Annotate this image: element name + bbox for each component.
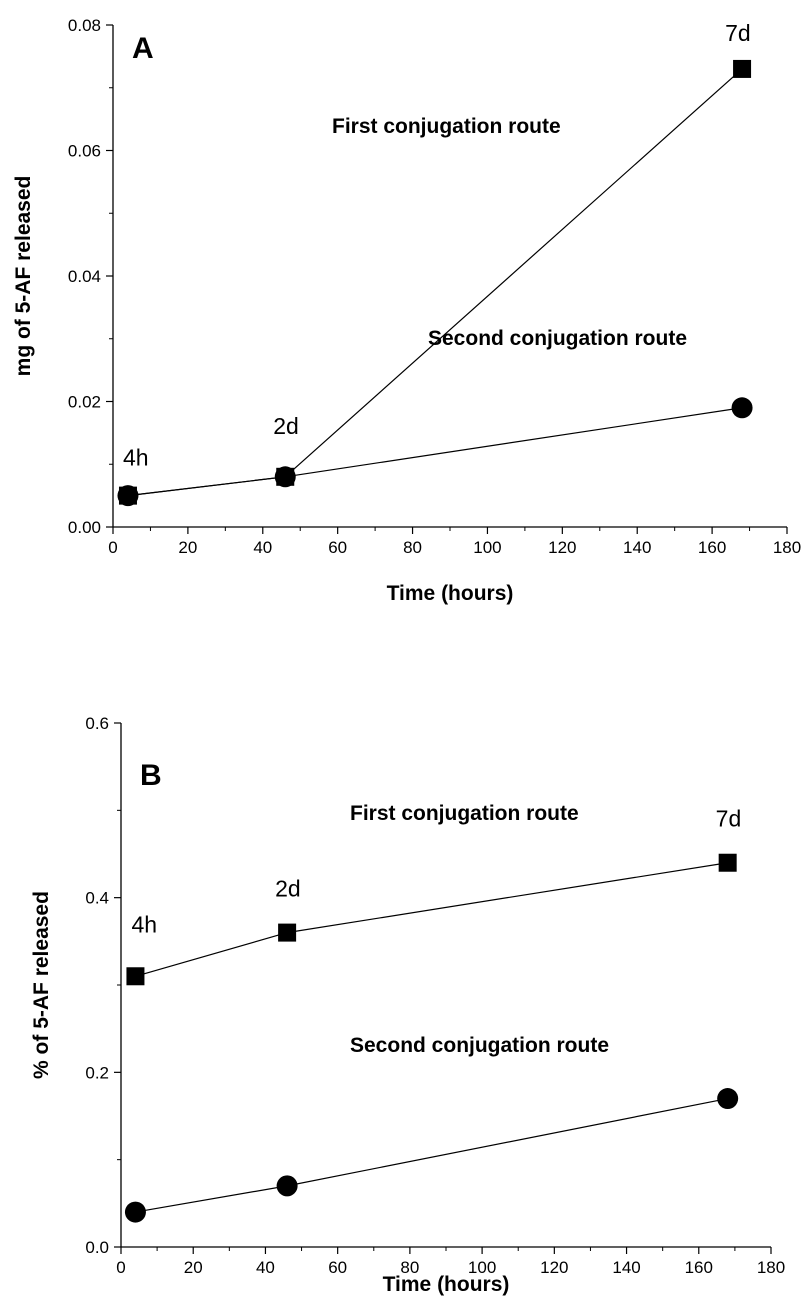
panel-a-x-tick-label: 40 (253, 538, 272, 557)
panel-a-x-tick-label: 120 (548, 538, 576, 557)
panel-b-point-label: 7d (716, 806, 742, 832)
panel-b-x-axis-title: Time (hours) (383, 1273, 510, 1296)
panel-b-x-tick-label: 20 (184, 1258, 203, 1277)
panel-b-x-tick-label: 0 (116, 1258, 125, 1277)
panel-a-x-axis-title: Time (hours) (387, 582, 514, 605)
panel-a-series-1-point (733, 59, 752, 78)
panel-b-series-2-line (135, 1097, 728, 1213)
panel-a-y-tick-label: 0.00 (68, 518, 101, 537)
panel-a-point-label: 7d (725, 20, 751, 46)
panel-b-series-2-label: Second conjugation route (350, 1034, 609, 1057)
panel-b-series-2-point (124, 1201, 146, 1223)
panel-b-x-tick-label: 180 (757, 1258, 785, 1277)
panel-b-series-2-point (276, 1175, 298, 1197)
panel-a-series-1-label: First conjugation route (332, 115, 561, 138)
panel-a-x-tick-label: 80 (403, 538, 422, 557)
panel-a-y-tick-label: 0.06 (68, 142, 101, 161)
panel-a-x-tick-label: 100 (473, 538, 501, 557)
panel-b-point-label: 4h (131, 911, 157, 937)
panel-a-y-tick-label: 0.02 (68, 393, 101, 412)
panel-a-series-2-point (731, 397, 753, 419)
panel-a-y-tick-label: 0.08 (68, 16, 101, 35)
panel-b-x-tick-label: 40 (256, 1258, 275, 1277)
panel-b-y-tick-label: 0.4 (85, 889, 109, 908)
panel-b-x-tick-label: 60 (328, 1258, 347, 1277)
panel-b-x-tick-label: 160 (685, 1258, 713, 1277)
panel-b-series-1-point (718, 853, 737, 872)
panel-a-x-tick-label: 20 (178, 538, 197, 557)
panel-a-panel-letter: A (132, 32, 154, 65)
panel-b-y-axis-title: % of 5-AF released (30, 891, 53, 1079)
panel-b-y-tick-label: 0.6 (85, 714, 109, 733)
panel-a-series-2-point (117, 485, 139, 507)
panel-b-panel-letter: B (140, 759, 162, 792)
panel-a-x-tick-label: 0 (108, 538, 117, 557)
panel-a-point-label: 4h (123, 445, 149, 471)
panel-b-x-tick-label: 80 (400, 1258, 419, 1277)
panel-a-y-axis-title: mg of 5-AF released (12, 176, 35, 377)
panel-a-x-tick-label: 140 (623, 538, 651, 557)
panel-b-series-1-line (135, 862, 728, 977)
panel-a-x-tick-label: 60 (328, 538, 347, 557)
panel-b-series-1-label: First conjugation route (350, 802, 579, 825)
panel-b-x-tick-label: 140 (612, 1258, 640, 1277)
panel-a-series-2-label: Second conjugation route (428, 327, 687, 350)
panel-b-series-1-point (278, 923, 297, 942)
panel-b-series-1-point (126, 967, 145, 986)
panel-b-y-tick-label: 0.0 (85, 1238, 109, 1257)
panel-b-y-tick-label: 0.2 (85, 1063, 109, 1082)
panel-b-x-tick-label: 120 (540, 1258, 568, 1277)
panel-a-series-2-line (127, 407, 743, 497)
panel-a-y-tick-label: 0.04 (68, 267, 101, 286)
panel-a-series-2-point (274, 466, 296, 488)
panel-b-x-tick-label: 100 (468, 1258, 496, 1277)
panel-a-point-label: 2d (273, 413, 299, 439)
panel-b-point-label: 2d (275, 876, 301, 902)
panel-a-x-tick-label: 180 (773, 538, 801, 557)
panel-a-x-tick-label: 160 (698, 538, 726, 557)
panel-b-series-2-point (717, 1088, 739, 1110)
